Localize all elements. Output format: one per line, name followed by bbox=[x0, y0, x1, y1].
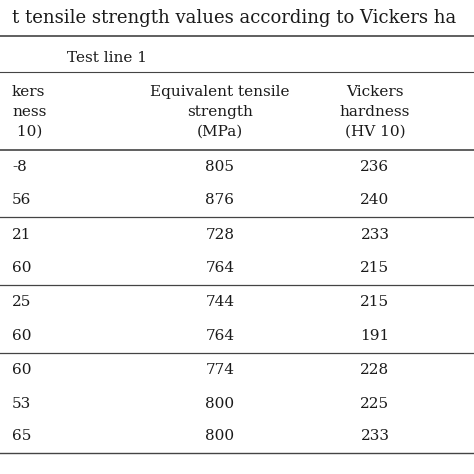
Text: 21: 21 bbox=[12, 228, 31, 241]
Text: -8: -8 bbox=[12, 159, 27, 173]
Text: t tensile strength values according to Vickers ha: t tensile strength values according to V… bbox=[12, 9, 456, 27]
Text: 228: 228 bbox=[360, 364, 390, 377]
Text: Equivalent tensile: Equivalent tensile bbox=[150, 85, 290, 99]
Text: 233: 233 bbox=[361, 429, 390, 444]
Text: 800: 800 bbox=[205, 396, 235, 410]
Text: 764: 764 bbox=[205, 261, 235, 274]
Text: 65: 65 bbox=[12, 429, 31, 444]
Text: ness: ness bbox=[12, 105, 46, 119]
Text: Test line 1: Test line 1 bbox=[67, 51, 147, 65]
Text: 215: 215 bbox=[360, 261, 390, 274]
Text: 876: 876 bbox=[206, 192, 235, 207]
Text: 233: 233 bbox=[361, 228, 390, 241]
Text: (HV 10): (HV 10) bbox=[345, 125, 405, 139]
Text: 744: 744 bbox=[205, 295, 235, 310]
Text: (MPa): (MPa) bbox=[197, 125, 243, 139]
Text: hardness: hardness bbox=[340, 105, 410, 119]
Text: 60: 60 bbox=[12, 364, 31, 377]
Text: 191: 191 bbox=[360, 328, 390, 343]
Text: 764: 764 bbox=[205, 328, 235, 343]
Text: 800: 800 bbox=[205, 429, 235, 444]
Text: 805: 805 bbox=[206, 159, 235, 173]
Text: 25: 25 bbox=[12, 295, 31, 310]
Text: kers: kers bbox=[12, 85, 46, 99]
Text: 60: 60 bbox=[12, 261, 31, 274]
Text: strength: strength bbox=[187, 105, 253, 119]
Text: Vickers: Vickers bbox=[346, 85, 404, 99]
Text: 774: 774 bbox=[206, 364, 235, 377]
Text: 240: 240 bbox=[360, 192, 390, 207]
Text: 215: 215 bbox=[360, 295, 390, 310]
Text: 53: 53 bbox=[12, 396, 31, 410]
Text: 236: 236 bbox=[360, 159, 390, 173]
Text: 728: 728 bbox=[206, 228, 235, 241]
Text: 56: 56 bbox=[12, 192, 31, 207]
Text: 60: 60 bbox=[12, 328, 31, 343]
Text: 10): 10) bbox=[12, 125, 42, 139]
Text: 225: 225 bbox=[360, 396, 390, 410]
